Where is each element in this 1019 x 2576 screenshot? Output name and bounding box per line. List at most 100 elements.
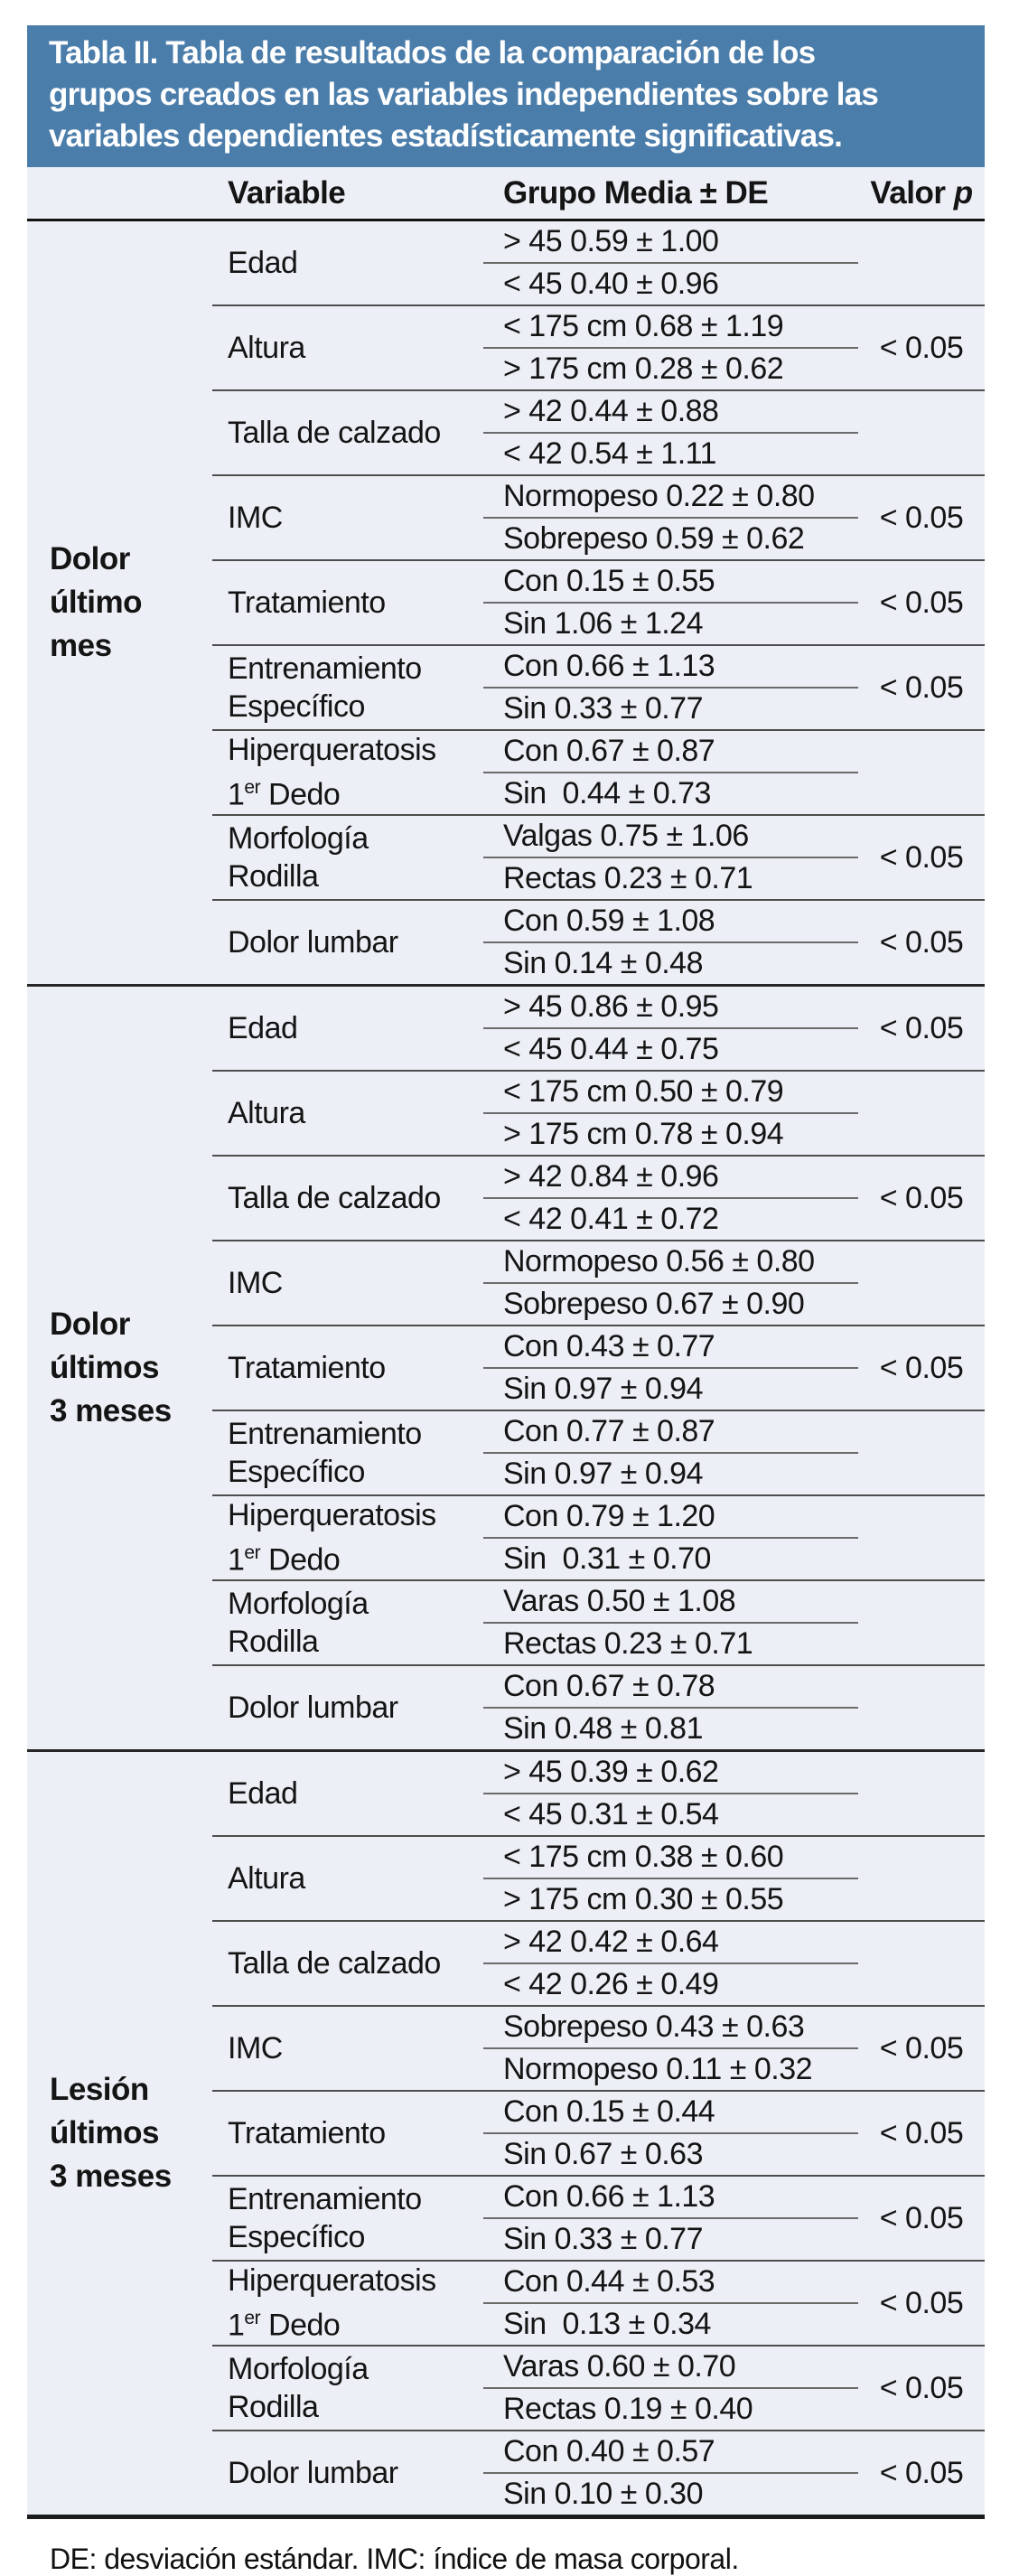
group-value: > 45 0.59 ± 1.00 [483, 220, 858, 264]
variable-name: Tratamiento [212, 559, 483, 645]
variable-name: Edad [212, 1749, 483, 1836]
p-value [858, 1410, 985, 1495]
group-value: < 42 0.26 ± 0.49 [503, 1967, 719, 2001]
group-value: > 175 cm 0.78 ± 0.94 [503, 1117, 784, 1151]
section-label: Dolor último mes [50, 541, 142, 663]
variable-name: Morfología Rodilla [212, 1579, 483, 1665]
table-row: < 45 0.44 ± 0.75 [27, 1028, 985, 1071]
group-value: Con 0.66 ± 1.13 [483, 644, 858, 688]
table-row: Talla de calzado > 42 0.44 ± 0.88 [27, 389, 985, 475]
table-row: Sin 0.10 ± 0.30 [27, 2473, 985, 2517]
variable-name: IMC [212, 474, 483, 560]
p-value: < 0.05 [858, 2260, 985, 2346]
p-value: < 0.05 [858, 474, 985, 560]
variable-name: Dolor lumbar [212, 2430, 483, 2517]
table-row: Dolor últimos 3 meses Edad > 45 0.86 ± 0.95 <… [27, 984, 985, 1751]
group-value: Con 0.15 ± 0.44 [483, 2090, 858, 2134]
p-value [858, 1070, 985, 1156]
column-header-grupo: Grupo Media ± DE [483, 167, 858, 221]
column-header-valor-p: Valor p [858, 167, 985, 221]
table-title-line-3: variables dependientes estadísticamente … [49, 118, 843, 154]
variable-name: IMC [212, 1240, 483, 1325]
table-row: IMC Sobrepeso 0.43 ± 0.63 < 0.05 [27, 2005, 985, 2091]
table-row: Rectas 0.23 ± 0.71 [27, 1623, 985, 1665]
p-value [858, 1749, 985, 1836]
table-title-banner: Tabla II. Tabla de resultados de la comp… [27, 25, 985, 167]
group-value: > 175 cm 0.28 ± 0.62 [503, 351, 784, 386]
variable-name: Tratamiento [212, 1325, 483, 1410]
table-row: Tratamiento Con 0.15 ± 0.44 < 0.05 [27, 2090, 985, 2176]
table-row: < 42 0.41 ± 0.72 [27, 1198, 985, 1241]
p-value [858, 220, 985, 306]
group-value: Normopeso 0.56 ± 0.80 [483, 1240, 858, 1284]
variable-name: Entrenamiento Específico [212, 2175, 483, 2261]
p-value: < 0.05 [858, 559, 985, 645]
table-row: Sin 0.67 ± 0.63 [27, 2133, 985, 2176]
table-row: Morfología Rodilla Varas 0.50 ± 1.08 [27, 1579, 985, 1665]
variable-name: Dolor lumbar [212, 1664, 483, 1751]
group-value: Varas 0.50 ± 1.08 [483, 1579, 858, 1624]
variable-name: Altura [212, 1070, 483, 1156]
table-row: Rectas 0.23 ± 0.71 [27, 857, 985, 900]
table-row: Sin 0.97 ± 0.94 [27, 1453, 985, 1495]
variable-name: Tratamiento [212, 2090, 483, 2176]
p-value [858, 729, 985, 815]
group-value: < 42 0.41 ± 0.72 [503, 1202, 719, 1236]
table-footnote: DE: desviación estándar. IMC: índice de … [50, 2543, 739, 2575]
group-value: < 45 0.44 ± 0.75 [503, 1032, 719, 1066]
table-row: Sobrepeso 0.59 ± 0.62 [27, 518, 985, 560]
p-value [858, 1240, 985, 1325]
p-value: < 0.05 [858, 2175, 985, 2261]
table-title-line-2: grupos creados en las variables independ… [49, 77, 879, 112]
table-title-line-1: Tabla II. Tabla de resultados de la comp… [49, 35, 816, 70]
group-value: Con 0.44 ± 0.53 [483, 2260, 858, 2304]
table-row: Dolor último mes Edad > 45 0.59 ± 1.00 [27, 220, 985, 663]
table-header: Variable Grupo Media ± DE Valor p [27, 167, 985, 221]
group-value: Sin 0.97 ± 0.94 [503, 1372, 704, 1406]
variable-name: Dolor lumbar [212, 899, 483, 986]
p-value [858, 1579, 985, 1665]
group-value: Normopeso 0.11 ± 0.32 [503, 2052, 813, 2086]
table-row: > 175 cm 0.28 ± 0.62 [27, 348, 985, 390]
section-label: Lesión últimos 3 meses [27, 1749, 212, 2517]
table-row: Sin 0.31 ± 0.70 [27, 1538, 985, 1580]
p-value: < 0.05 [858, 2005, 985, 2091]
table-body: Dolor último mes Edad > 45 0.59 ± 1.00 < 45 0… [27, 220, 985, 2517]
group-value: < 45 0.31 ± 0.54 [503, 1797, 719, 1831]
p-value: < 0.05 [858, 1155, 985, 1241]
group-value: Sin 0.44 ± 0.73 [503, 776, 711, 810]
table-row: Morfología Rodilla Valgas 0.75 ± 1.06 < 0.0… [27, 814, 985, 900]
group-value: Sin 0.33 ± 0.77 [503, 691, 704, 726]
group-value: Sobrepeso 0.59 ± 0.62 [503, 521, 805, 556]
group-value: Rectas 0.23 ± 0.71 [503, 861, 753, 895]
variable-name: Altura [212, 304, 483, 390]
group-value: Sin 0.48 ± 0.81 [503, 1711, 704, 1746]
variable-name: Morfología Rodilla [212, 814, 483, 900]
variable-name: Talla de calzado [212, 389, 483, 475]
group-value: Sin 0.10 ± 0.30 [503, 2477, 704, 2511]
table-row: Sin 0.97 ± 0.94 [27, 1368, 985, 1410]
table-row: Hiperqueratosis 1er Dedo Con 0.67 ± 0.87 [27, 729, 985, 815]
group-value: > 42 0.84 ± 0.96 [483, 1155, 858, 1199]
group-value: Sin 0.97 ± 0.94 [503, 1457, 704, 1491]
table-row: Sin 0.33 ± 0.77 [27, 688, 985, 730]
table-row: > 175 cm 0.30 ± 0.55 [27, 1878, 985, 1921]
p-symbol: p [953, 174, 973, 211]
table-row: Hiperqueratosis 1er Dedo Con 0.44 ± 0.53 < … [27, 2260, 985, 2346]
group-value: > 45 0.86 ± 0.95 [483, 984, 858, 1029]
group-value: > 45 0.39 ± 0.62 [483, 1749, 858, 1794]
variable-name: Entrenamiento Específico [212, 644, 483, 730]
variable-name: Altura [212, 1835, 483, 1921]
group-value: Con 0.43 ± 0.77 [483, 1325, 858, 1369]
table-row: < 45 0.40 ± 0.96 [27, 263, 985, 305]
table-row: Talla de calzado > 42 0.42 ± 0.64 [27, 1920, 985, 2006]
group-value: < 42 0.54 ± 1.11 [503, 436, 716, 471]
variable-name: Hiperqueratosis 1er Dedo [212, 729, 483, 815]
variable-name: Entrenamiento Específico [212, 1410, 483, 1495]
section-label: Dolor últimos 3 meses [27, 984, 212, 1751]
table-row: Sin 0.48 ± 0.81 [27, 1708, 985, 1751]
page: Tabla II. Tabla de resultados de la comp… [0, 25, 1019, 2575]
group-value: Con 0.67 ± 0.78 [483, 1664, 858, 1709]
group-value: Con 0.59 ± 1.08 [483, 899, 858, 943]
group-value: Con 0.79 ± 1.20 [483, 1494, 858, 1539]
